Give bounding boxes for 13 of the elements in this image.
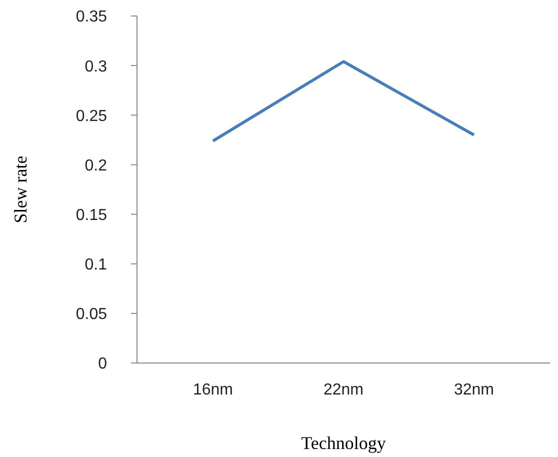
y-axis-title: Slew rate (10, 156, 30, 224)
x-tick-label: 16nm (192, 381, 234, 398)
y-tick-label: 0.35 (76, 8, 108, 26)
y-tick-label: 0.15 (76, 206, 108, 224)
x-tick-label: 22nm (323, 381, 364, 398)
y-tick-label: 0.3 (84, 58, 108, 76)
x-axis-title: Technology (301, 433, 386, 453)
y-tick-label: 0.1 (84, 256, 108, 274)
y-tick-label: 0.05 (76, 306, 108, 324)
y-tick-label: 0 (98, 356, 108, 373)
y-tick-label: 0.25 (76, 108, 108, 125)
y-tick-label: 0.2 (84, 157, 108, 174)
x-tick-label: 32nm (454, 381, 494, 398)
